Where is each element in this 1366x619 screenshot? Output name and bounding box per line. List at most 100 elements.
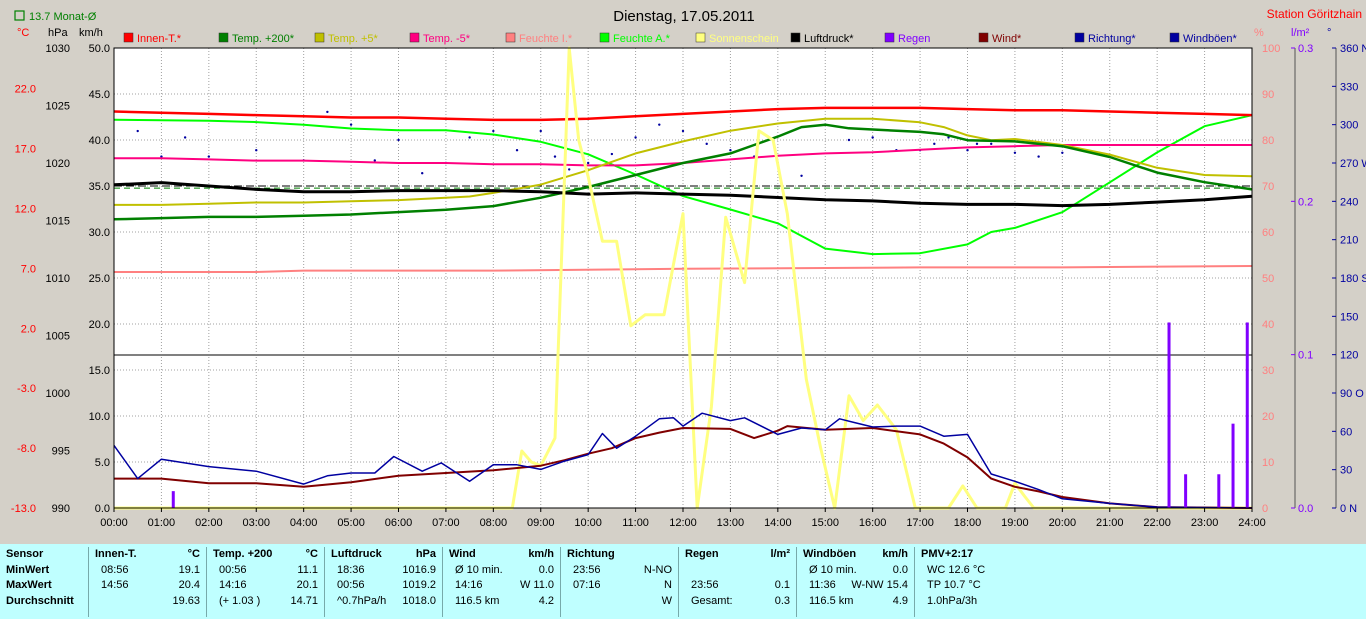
direction-point: [990, 142, 993, 146]
direction-point: [800, 174, 803, 177]
x-tick-label: 16:00: [859, 517, 887, 529]
legend-item: Temp. +200*: [218, 32, 295, 45]
rain-bar: [1231, 423, 1235, 508]
direction-tick-label: 300: [1340, 120, 1358, 132]
legend-label: Regen: [898, 33, 930, 45]
direction-point: [966, 149, 969, 152]
rain-bar: [171, 491, 175, 508]
stats-column-unit: l/m²: [770, 548, 790, 560]
stats-column-title: Temp. +200: [213, 548, 273, 560]
stats-cell-value: 0.1: [774, 579, 790, 591]
stats-cell-row: 11:36 W-NW 15.4: [803, 578, 914, 594]
direction-tick-label: 360 N: [1340, 43, 1366, 55]
stats-column: Richtung 23:56 N-NO 07:16 N W: [560, 547, 678, 617]
legend-swatch: [505, 32, 516, 43]
legend-label: Innen-T.*: [137, 33, 182, 45]
series-line-temp-5: [114, 117, 1253, 206]
axes: 00:00 01:00 02:00 03:00 04:00 05:00 06:00 07:00…: [11, 43, 1366, 529]
stats-cell-row: 18:36 1016.9: [331, 563, 442, 579]
rain-bar: [1167, 322, 1171, 508]
stats-cell-label: (+ 1.03 ): [219, 594, 261, 607]
direction-tick-label: 150: [1340, 311, 1358, 323]
stats-column-header: Innen-T. °C: [95, 547, 206, 563]
direction-tick-label: 30: [1340, 465, 1352, 477]
reference-lines: [114, 185, 1252, 189]
checkbox-icon[interactable]: [14, 10, 25, 21]
direction-point: [136, 129, 139, 133]
series-line-temp-200: [113, 123, 1253, 221]
rain-tick-label: 0.1: [1298, 350, 1313, 362]
legend-swatch: [218, 32, 229, 43]
direction-point: [847, 138, 851, 142]
stats-column: Temp. +200 °C 00:56 11.1 14:16 20.1 (+ 1.03 ) 1…: [206, 547, 324, 617]
direction-point: [397, 138, 400, 142]
direction-point: [568, 168, 571, 171]
pressure_hpa-tick-label: 1020: [46, 158, 70, 170]
legend-swatch: [314, 32, 325, 43]
percent-tick-label: 90: [1262, 89, 1274, 101]
series-line-innen-t: [113, 106, 1253, 122]
series-marks: [113, 46, 1253, 510]
percent-tick-label: 60: [1262, 227, 1274, 239]
x-tick-label: 01:00: [148, 517, 176, 529]
direction-point: [553, 155, 557, 158]
x-tick-label: 04:00: [290, 517, 318, 529]
stats-column: Innen-T. °C 08:56 19.1 14:56 20.4 19.63: [88, 547, 206, 617]
stats-row-label: Durchschnitt: [6, 594, 74, 607]
direction-point: [705, 142, 708, 146]
legend-item: Sonnenschein: [695, 32, 779, 45]
stats-cell-row: 08:56 19.1: [95, 563, 206, 579]
stats-cell-value: 14.71: [290, 594, 318, 607]
stats-cell-label: 14:56: [101, 579, 129, 591]
x-tick-label: 00:00: [100, 517, 128, 529]
direction-point: [1061, 151, 1064, 154]
stats-cell-value: N-NO: [643, 563, 672, 576]
legend-swatch: [1169, 32, 1180, 43]
direction-point: [255, 149, 258, 152]
legend-label: Wind*: [992, 33, 1022, 45]
stats-cell-label: 07:16: [573, 579, 601, 591]
stats-column: Regen l/m² 23:56 0.1 Gesamt: 0.3: [678, 547, 796, 617]
stats-cell-value: N: [664, 579, 672, 591]
legend-item: Temp. +5*: [314, 32, 379, 45]
stats-cell-row: 07:16 N: [567, 578, 678, 594]
stats-cell-value: W-NW 15.4: [851, 579, 908, 591]
stats-column-header: Temp. +200 °C: [213, 547, 324, 563]
x-tick-label: 11:00: [622, 517, 649, 529]
direction-point: [207, 155, 211, 158]
stats-column-header: Luftdruck hPa: [331, 547, 442, 563]
stats-cell-row: 116.5 km 4.2: [449, 594, 560, 610]
unit-degree: °: [1327, 27, 1331, 39]
rain-bar: [1217, 474, 1221, 508]
chart-title: Dienstag, 17.05.2011: [613, 8, 755, 25]
stats-cell-row: 14:16 W 11.0: [449, 578, 560, 594]
temp_c-tick-label: -13.0: [11, 503, 36, 515]
temp_c-tick-label: 2.0: [21, 323, 36, 335]
series-line-luftdruck: [113, 181, 1253, 208]
stats-cell-row: WC 12.6 °C: [921, 563, 1034, 579]
stats-column-title: PMV+2:17: [921, 548, 974, 560]
legend-item: Temp. -5*: [409, 32, 471, 45]
temp_c-tick-label: 17.0: [15, 144, 36, 156]
stats-cell-value: 4.9: [892, 594, 908, 607]
x-tick-label: 07:00: [432, 517, 460, 529]
direction-point: [975, 142, 979, 146]
direction-point: [634, 136, 637, 139]
x-tick-label: 10:00: [574, 517, 602, 529]
stats-cell-label: 14:16: [455, 579, 483, 591]
legend-label: Temp. -5*: [423, 33, 471, 45]
stats-cell-value: 19.1: [178, 563, 200, 576]
pressure_hpa-tick-label: 1005: [46, 331, 70, 343]
stats-cell-label: Ø 10 min.: [455, 563, 503, 576]
x-tick-label: 13:00: [717, 517, 745, 529]
stats-cell-row: 14:56 20.4: [95, 578, 206, 594]
percent-tick-label: 30: [1262, 365, 1274, 377]
rain-tick-label: 0.2: [1298, 196, 1313, 208]
legend-label: Windböen*: [1183, 33, 1238, 45]
x-tick-label: 18:00: [954, 517, 982, 529]
stats-cell-label: 23:56: [691, 579, 719, 591]
direction-point: [183, 136, 187, 139]
direction-tick-label: 240: [1340, 196, 1358, 208]
legend-label: Temp. +5*: [328, 33, 379, 45]
x-tick-label: 05:00: [337, 517, 365, 529]
